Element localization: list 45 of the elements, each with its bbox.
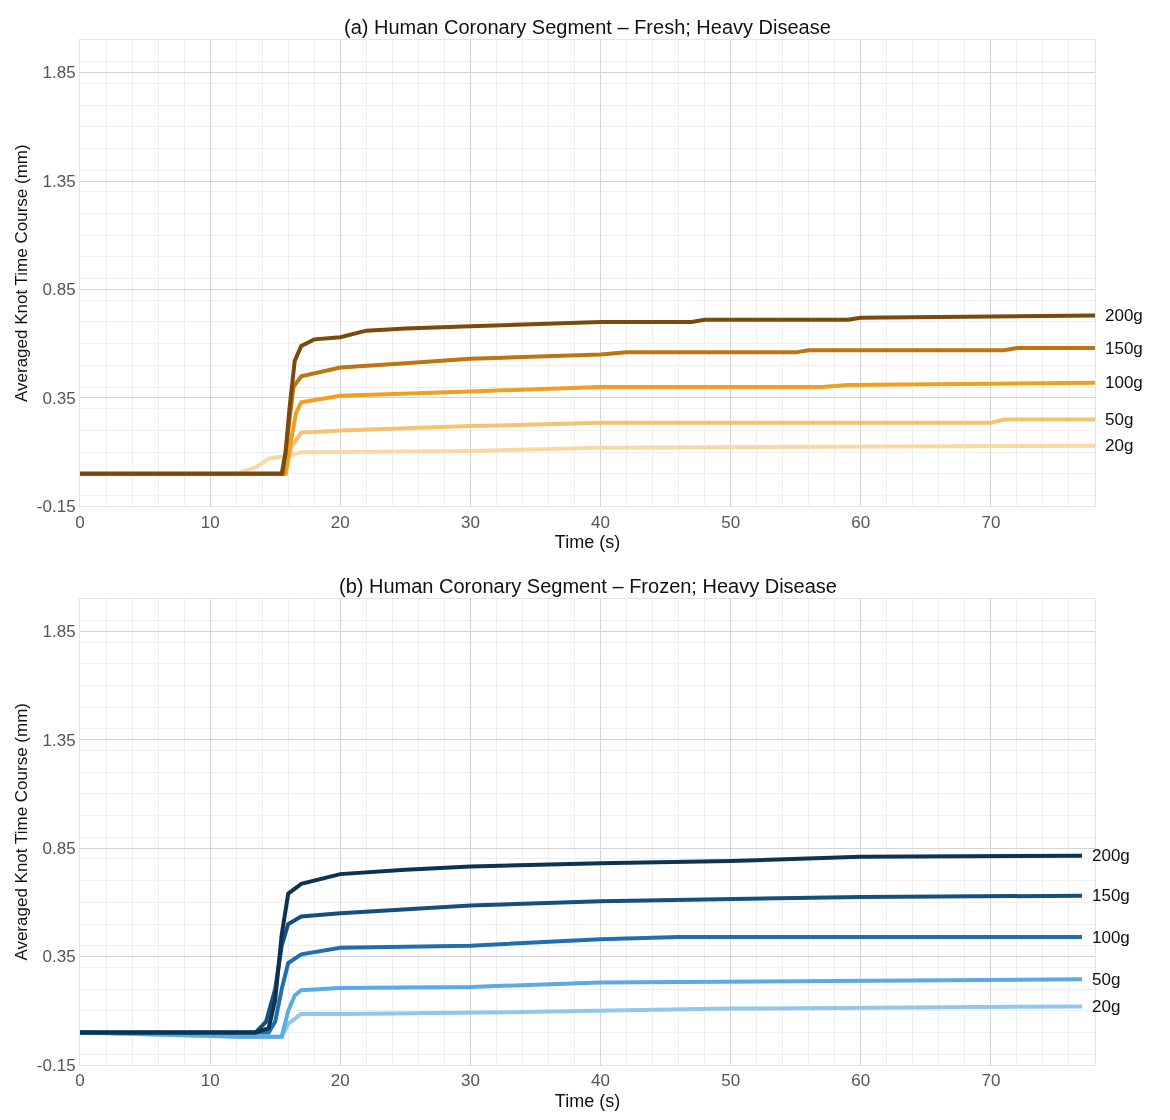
- series-label: 100g: [1105, 373, 1143, 392]
- x-axis-title: Time (s): [554, 1090, 621, 1111]
- x-tick-label: 60: [851, 512, 871, 532]
- x-tick-label: 20: [330, 512, 350, 532]
- x-tick-label: 10: [200, 1071, 220, 1091]
- x-axis-title: Time (s): [554, 531, 621, 552]
- y-tick-label: -0.15: [36, 497, 76, 517]
- x-tick-label: 30: [460, 512, 480, 532]
- line-series: [80, 313, 1095, 476]
- y-tick-label: 0.85: [42, 280, 76, 300]
- line-series: [80, 977, 1084, 1039]
- series-label: 200g: [1105, 306, 1143, 325]
- x-tick-label: 50: [721, 512, 741, 532]
- y-axis-title: Averaged Knot Time Course (mm): [12, 144, 32, 402]
- x-tick-label: 10: [200, 512, 220, 532]
- y-tick-label: 0.85: [42, 839, 76, 859]
- y-tick-label: -0.15: [36, 1055, 76, 1075]
- x-tick-label: 20: [330, 1071, 350, 1091]
- x-tick-label: 0: [75, 512, 85, 532]
- x-tick-label: 40: [591, 512, 610, 532]
- series-label: 50g: [1092, 970, 1121, 989]
- x-tick-label: 30: [460, 1071, 480, 1091]
- x-tick-label: 40: [591, 1071, 610, 1091]
- chart-title: (a) Human Coronary Segment – Fresh; Heavy Disease: [344, 16, 831, 38]
- y-tick-label: 1.85: [42, 63, 76, 83]
- y-tick-label: 1.85: [42, 622, 76, 642]
- y-tick-label: 0.35: [42, 388, 76, 408]
- x-tick-label: 50: [721, 1071, 741, 1091]
- x-tick-label: 70: [981, 1071, 1001, 1091]
- line-series: [80, 853, 1084, 1035]
- y-tick-label: 0.35: [42, 947, 76, 967]
- x-tick-label: 70: [981, 512, 1001, 532]
- x-tick-label: 60: [851, 1071, 871, 1091]
- y-tick-label: 1.35: [42, 171, 76, 191]
- y-axis-title: Averaged Knot Time Course (mm): [12, 703, 32, 961]
- series-label: 150g: [1105, 339, 1143, 358]
- series-label: 150g: [1092, 886, 1130, 905]
- series-label: 20g: [1092, 997, 1121, 1016]
- series-label: 200g: [1092, 846, 1130, 865]
- x-tick-label: 0: [75, 1071, 85, 1091]
- y-tick-label: 1.35: [42, 730, 76, 750]
- series-label: 20g: [1105, 436, 1134, 455]
- chart-title: (b) Human Coronary Segment – Frozen; Heavy Disease: [339, 575, 837, 597]
- series-label: 100g: [1092, 928, 1130, 947]
- series-label: 50g: [1105, 410, 1134, 429]
